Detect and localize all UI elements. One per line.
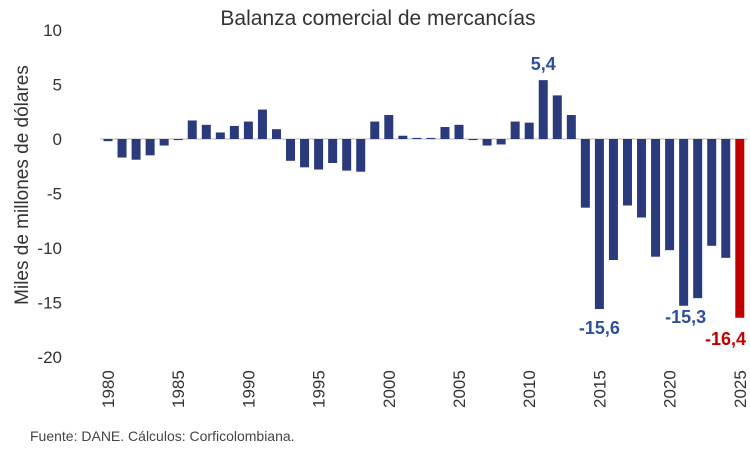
bar-2019 bbox=[651, 139, 661, 257]
bar-1994 bbox=[300, 139, 310, 168]
bar-2007 bbox=[482, 139, 492, 146]
bar-2012 bbox=[552, 95, 562, 139]
bar-2024 bbox=[721, 139, 731, 258]
y-tick-label: -10 bbox=[37, 239, 62, 258]
bar-1984 bbox=[159, 139, 169, 146]
bar-1998 bbox=[356, 139, 366, 172]
bar-2006 bbox=[468, 139, 478, 141]
data-label-2025: -16,4 bbox=[705, 329, 746, 349]
bar-1980 bbox=[103, 139, 113, 142]
x-tick-label: 2015 bbox=[590, 370, 609, 408]
bar-1983 bbox=[145, 139, 155, 156]
bar-1993 bbox=[286, 139, 296, 161]
bar-1991 bbox=[257, 109, 267, 139]
bar-2025 bbox=[735, 139, 745, 318]
y-tick-label: 0 bbox=[53, 130, 62, 149]
x-tick-label: 2005 bbox=[450, 370, 469, 408]
bar-2023 bbox=[707, 139, 717, 246]
bar-2022 bbox=[693, 139, 703, 299]
bar-1996 bbox=[328, 139, 338, 163]
chart-title: Balanza comercial de mercancías bbox=[220, 7, 535, 30]
bar-1988 bbox=[215, 132, 225, 139]
bar-1985 bbox=[173, 139, 183, 141]
bar-2004 bbox=[440, 127, 450, 139]
data-label-2015: -15,6 bbox=[579, 318, 620, 338]
bar-2015 bbox=[594, 139, 604, 310]
bar-2008 bbox=[496, 139, 506, 145]
bar-2018 bbox=[637, 139, 647, 218]
bar-1982 bbox=[131, 139, 141, 160]
bar-1987 bbox=[201, 124, 211, 139]
x-tick-label: 2010 bbox=[520, 370, 539, 408]
y-tick-label: -5 bbox=[47, 185, 62, 204]
bar-2010 bbox=[524, 122, 534, 139]
source-footer: Fuente: DANE. Cálculos: Corficolombiana. bbox=[30, 428, 295, 444]
bar-2000 bbox=[384, 115, 394, 139]
data-label-2011: 5,4 bbox=[531, 54, 556, 74]
data-label-2021: -15,3 bbox=[665, 307, 706, 327]
bar-2021 bbox=[679, 139, 689, 306]
x-tick-label: 1980 bbox=[99, 370, 118, 408]
bar-1989 bbox=[229, 125, 239, 139]
bar-1997 bbox=[342, 139, 352, 171]
bar-1992 bbox=[271, 129, 281, 139]
bar-1999 bbox=[370, 121, 380, 139]
bar-2020 bbox=[665, 139, 675, 251]
y-tick-label: -20 bbox=[37, 348, 62, 367]
bar-2016 bbox=[608, 139, 618, 260]
x-tick-label: 2025 bbox=[731, 370, 750, 408]
bar-2014 bbox=[580, 139, 590, 208]
x-tick-label: 2020 bbox=[661, 370, 680, 408]
y-tick-label: 5 bbox=[53, 76, 62, 95]
x-tick-label: 1985 bbox=[169, 370, 188, 408]
bar-2011 bbox=[538, 80, 548, 139]
bar-2003 bbox=[426, 137, 436, 139]
bar-1986 bbox=[187, 120, 197, 139]
bar-2001 bbox=[398, 135, 408, 139]
y-tick-label: -15 bbox=[37, 294, 62, 313]
y-tick-label: 10 bbox=[43, 21, 62, 40]
y-axis-label: Miles de millones de dólares bbox=[12, 65, 33, 305]
bar-1981 bbox=[117, 139, 127, 158]
x-tick-label: 2000 bbox=[380, 370, 399, 408]
bar-2002 bbox=[412, 137, 422, 139]
bar-1990 bbox=[243, 121, 253, 139]
x-tick-label: 1990 bbox=[239, 370, 258, 408]
bar-2013 bbox=[566, 115, 576, 139]
bar-2009 bbox=[510, 121, 520, 139]
x-tick-label: 1995 bbox=[310, 370, 329, 408]
bar-2017 bbox=[622, 139, 632, 206]
bar-2005 bbox=[454, 124, 464, 139]
bar-1995 bbox=[314, 139, 324, 170]
